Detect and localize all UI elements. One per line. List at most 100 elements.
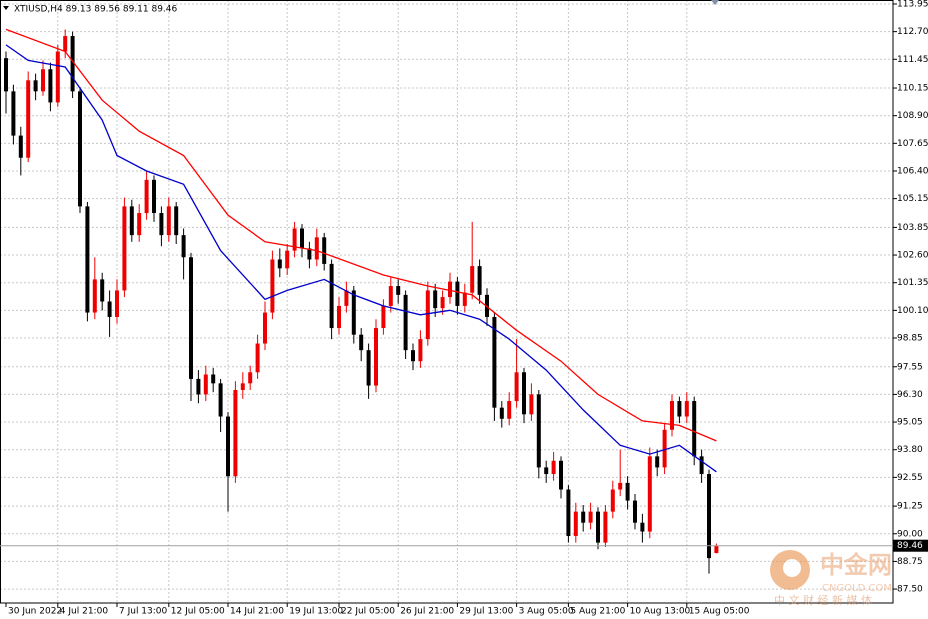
candle-body <box>55 51 60 103</box>
candle-body <box>344 290 349 306</box>
candle-body <box>122 206 127 291</box>
candle-body <box>137 213 142 236</box>
y-tick-label: 101.35 <box>897 278 928 288</box>
y-tick-label: 96.30 <box>897 390 923 400</box>
candle-body <box>159 213 164 236</box>
candle-body <box>329 263 334 329</box>
y-tick-label: 111.45 <box>897 55 928 65</box>
candle-body <box>203 374 208 395</box>
x-tick-label: 7 Jul 13:00 <box>119 607 168 617</box>
candle-body <box>292 228 297 251</box>
candle-body <box>152 179 156 214</box>
candle-body <box>470 266 475 293</box>
y-tick-label: 93.80 <box>897 445 923 455</box>
shift-marker <box>711 0 719 5</box>
candle-body <box>684 401 689 417</box>
y-tick-label: 105.15 <box>897 194 928 204</box>
candle-body <box>366 350 371 386</box>
y-tick-label: 106.40 <box>897 166 928 176</box>
candle-body <box>33 80 38 92</box>
candle-body <box>248 372 253 384</box>
marks <box>4 28 719 574</box>
candle-body <box>166 206 171 236</box>
candle-body <box>618 482 623 490</box>
candle-body <box>581 511 586 523</box>
candle-body <box>714 545 719 554</box>
candle-body <box>462 292 467 306</box>
candle-body <box>240 383 245 390</box>
x-tick-label: 15 Aug 05:00 <box>689 607 750 617</box>
y-tick-label: 100.10 <box>897 306 928 316</box>
candle-body <box>144 179 149 214</box>
candle-body <box>351 290 356 335</box>
candle-body <box>263 312 267 344</box>
candle-body <box>100 279 105 302</box>
candle-body <box>603 511 608 543</box>
candle-body <box>566 489 571 536</box>
moving-average-line <box>5 28 717 442</box>
candle-body <box>455 281 460 306</box>
candle-body <box>670 401 674 430</box>
y-tick-label: 112.70 <box>897 27 928 37</box>
candle-body <box>551 460 556 475</box>
candle-body <box>85 206 90 313</box>
x-tick-label: 26 Jul 21:00 <box>400 607 454 617</box>
candle-body <box>78 91 82 207</box>
candle-body <box>4 58 8 92</box>
candle-body <box>499 407 504 419</box>
moving-average-line <box>5 44 717 473</box>
candle-body <box>662 429 667 468</box>
candle-body <box>692 401 697 457</box>
grid <box>0 0 893 603</box>
x-tick-label: 14 Jul 21:00 <box>230 607 284 617</box>
candle-body <box>411 350 415 362</box>
candle-body <box>18 135 23 158</box>
candle-body <box>640 522 645 532</box>
candle-body <box>522 372 526 415</box>
y-tick-label: 88.75 <box>897 557 923 567</box>
y-tick-label: 108.90 <box>897 111 928 121</box>
x-tick-label: 30 Jun 2022 <box>8 607 62 617</box>
candle-body <box>41 69 45 92</box>
y-tick-label: 98.85 <box>897 333 923 343</box>
candle-body <box>610 489 615 512</box>
candle-body <box>196 378 201 395</box>
candle-body <box>507 401 512 419</box>
chart-title: XTIUSD,H4 89.13 89.56 89.11 89.46 <box>14 5 178 15</box>
x-tick-label: 3 Aug 05:00 <box>519 607 574 617</box>
candle-body <box>440 297 445 309</box>
watermark-logo-inner <box>783 559 801 577</box>
candle-body <box>11 91 16 136</box>
candle-body <box>559 460 563 490</box>
candle-body <box>70 36 75 92</box>
candle-body <box>448 281 452 298</box>
y-tick-label: 102.60 <box>897 251 928 261</box>
candle-body <box>425 290 430 340</box>
candle-body <box>529 394 534 415</box>
candle-body <box>277 259 282 269</box>
watermark-slogan: 中 文 财 经 新 媒 体 <box>774 593 872 607</box>
candle-body <box>396 286 401 295</box>
menu-arrow[interactable] <box>3 6 9 10</box>
x-tick-label: 10 Aug 13:00 <box>630 607 691 617</box>
candle-body <box>211 374 216 384</box>
plot-frame <box>0 0 894 604</box>
candle-body <box>374 328 378 386</box>
candle-body <box>107 301 112 317</box>
candle-body <box>115 290 119 317</box>
candle-body <box>403 294 408 351</box>
candle-body <box>514 372 519 402</box>
candle-body <box>655 456 660 468</box>
candle-body <box>285 250 290 269</box>
candle-body <box>129 206 134 236</box>
candle-body <box>270 259 275 313</box>
candle-body <box>588 511 593 523</box>
y-tick-label: 110.15 <box>897 84 928 94</box>
candle-body <box>63 36 68 52</box>
candle-body <box>477 266 482 295</box>
y-tick-label: 90.00 <box>897 529 923 539</box>
y-tick-label: 113.95 <box>897 0 928 9</box>
candle-body <box>359 334 364 351</box>
